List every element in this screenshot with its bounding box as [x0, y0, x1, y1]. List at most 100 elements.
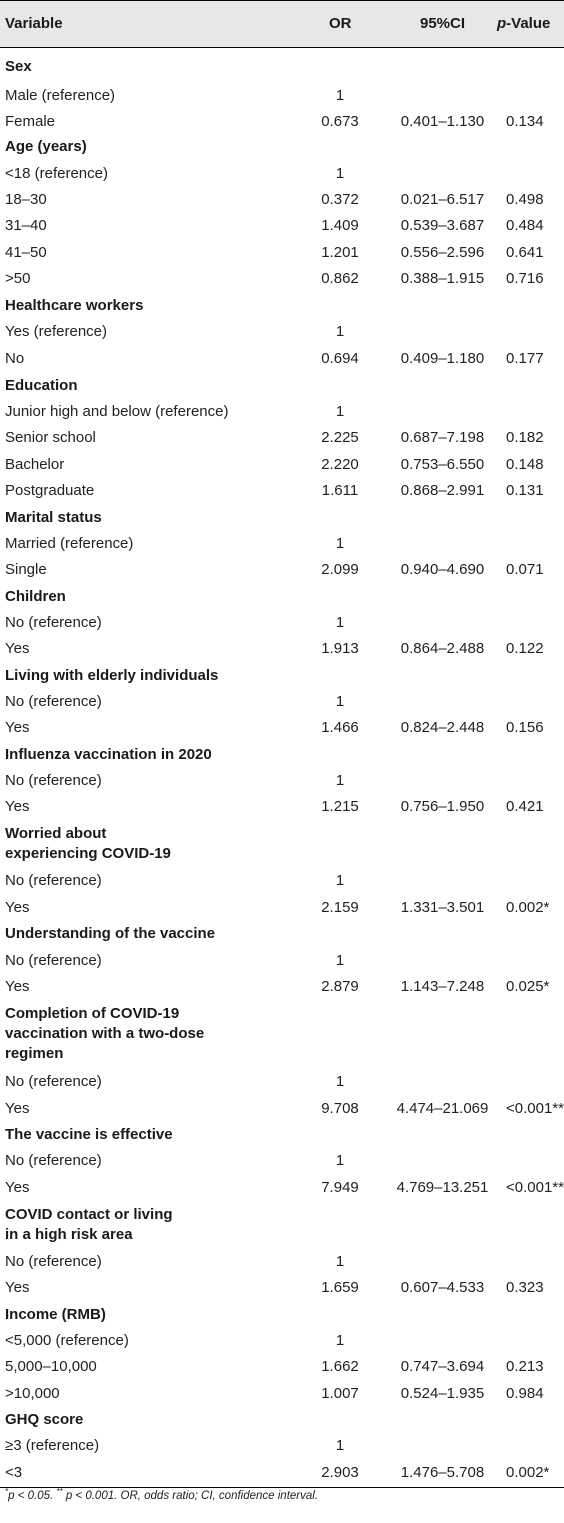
variable-cell: <3 — [5, 1464, 23, 1481]
or-cell: 7.949 — [321, 1179, 359, 1196]
variable-cell: Marital status — [5, 509, 102, 526]
or-cell: 1 — [335, 87, 345, 104]
variable-cell: 18–30 — [5, 191, 47, 208]
ci-cell: 0.388–1.915 — [400, 270, 485, 287]
ci-cell: 0.747–3.694 — [400, 1358, 485, 1375]
table-bottom-rule — [0, 1487, 564, 1488]
or-cell: 1 — [335, 323, 345, 340]
or-cell: 1 — [335, 1437, 345, 1454]
or-cell: 2.903 — [321, 1464, 359, 1481]
p-value-cell: 0.071 — [506, 561, 544, 578]
p-value-cell: <0.001** — [506, 1100, 564, 1117]
variable-cell: Yes — [5, 640, 30, 657]
variable-cell: Income (RMB) — [5, 1306, 106, 1323]
variable-cell: ≥3 (reference) — [5, 1437, 100, 1454]
or-cell: 1.201 — [321, 244, 359, 261]
variable-cell: 31–40 — [5, 217, 47, 234]
variable-cell: No (reference) — [5, 872, 102, 889]
ci-cell: 0.864–2.488 — [400, 640, 485, 657]
footnote-star-1: * — [5, 1487, 9, 1497]
variable-cell: Yes — [5, 798, 30, 815]
variable-cell: Yes — [5, 1179, 30, 1196]
p-value-cell: 0.984 — [506, 1385, 544, 1402]
or-cell: 1 — [335, 872, 345, 889]
header-p-suffix: -Value — [506, 15, 551, 32]
ci-cell: 0.539–3.687 — [400, 217, 485, 234]
header-p-value: p-Value — [497, 15, 550, 32]
ci-cell: 0.401–1.130 — [400, 113, 485, 130]
or-cell: 1.611 — [321, 482, 359, 499]
or-cell: 9.708 — [321, 1100, 359, 1117]
variable-cell: No (reference) — [5, 693, 102, 710]
or-cell: 1 — [335, 165, 345, 182]
table-footnote: *p < 0.05. ** p < 0.001. OR, odds ratio;… — [5, 1487, 319, 1502]
or-cell: 2.159 — [321, 899, 359, 916]
p-value-cell: 0.323 — [506, 1279, 544, 1296]
variable-cell: 5,000–10,000 — [5, 1358, 97, 1375]
variable-cell: Age (years) — [5, 138, 87, 155]
variable-cell: Yes — [5, 978, 30, 995]
p-value-cell: 0.002* — [506, 899, 550, 916]
p-value-cell: <0.001** — [506, 1179, 564, 1196]
or-cell: 2.225 — [321, 429, 359, 446]
ci-cell: 0.940–4.690 — [400, 561, 485, 578]
p-value-cell: 0.213 — [506, 1358, 544, 1375]
ci-cell: 0.021–6.517 — [400, 191, 485, 208]
variable-cell: No (reference) — [5, 1253, 102, 1270]
variable-cell: Female — [5, 113, 56, 130]
variable-cell: GHQ score — [5, 1411, 84, 1428]
variable-cell: Married (reference) — [5, 535, 134, 552]
ci-cell: 0.607–4.533 — [400, 1279, 485, 1296]
or-cell: 1 — [335, 1152, 345, 1169]
variable-cell: <18 (reference) — [5, 165, 108, 182]
p-value-cell: 0.484 — [506, 217, 544, 234]
or-cell: 1.913 — [321, 640, 359, 657]
or-cell: 1 — [335, 403, 345, 420]
variable-cell: >10,000 — [5, 1385, 60, 1402]
header-or: OR — [329, 15, 352, 32]
variable-cell: Senior school — [5, 429, 96, 446]
variable-cell: No (reference) — [5, 1073, 102, 1090]
footnote-star-2: ** — [56, 1487, 63, 1497]
ci-cell: 0.868–2.991 — [400, 482, 485, 499]
or-cell: 2.220 — [321, 456, 359, 473]
variable-cell: <5,000 (reference) — [5, 1332, 129, 1349]
or-cell: 1.007 — [321, 1385, 359, 1402]
ci-cell: 0.824–2.448 — [400, 719, 485, 736]
ci-cell: 0.756–1.950 — [400, 798, 485, 815]
variable-cell: Worried about — [5, 825, 107, 842]
or-cell: 1.409 — [321, 217, 359, 234]
p-value-cell: 0.148 — [506, 456, 544, 473]
variable-cell: Understanding of the vaccine — [5, 925, 216, 942]
p-value-cell: 0.002* — [506, 1464, 550, 1481]
ci-cell: 1.331–3.501 — [400, 899, 485, 916]
variable-cell: in a high risk area — [5, 1226, 133, 1243]
p-value-cell: 0.498 — [506, 191, 544, 208]
or-cell: 2.099 — [321, 561, 359, 578]
or-cell: 0.862 — [321, 270, 359, 287]
p-value-cell: 0.641 — [506, 244, 544, 261]
variable-cell: experiencing COVID-19 — [5, 845, 171, 862]
or-cell: 1 — [335, 772, 345, 789]
or-cell: 1 — [335, 1253, 345, 1270]
ci-cell: 1.476–5.708 — [400, 1464, 485, 1481]
variable-cell: Postgraduate — [5, 482, 95, 499]
or-cell: 1 — [335, 614, 345, 631]
variable-cell: No (reference) — [5, 772, 102, 789]
or-cell: 1 — [335, 535, 345, 552]
table-header: Variable OR 95%CI p-Value — [0, 0, 564, 48]
variable-cell: Completion of COVID-19 — [5, 1005, 180, 1022]
footnote-text-2: p < 0.001. OR, odds ratio; CI, confidenc… — [62, 1490, 319, 1502]
variable-cell: vaccination with a two-dose — [5, 1025, 205, 1042]
p-value-cell: 0.131 — [506, 482, 544, 499]
or-cell: 1 — [335, 693, 345, 710]
variable-cell: Bachelor — [5, 456, 65, 473]
variable-cell: Male (reference) — [5, 87, 116, 104]
or-cell: 2.879 — [321, 978, 359, 995]
variable-cell: Children — [5, 588, 66, 605]
ci-cell: 0.556–2.596 — [400, 244, 485, 261]
variable-cell: Junior high and below (reference) — [5, 403, 229, 420]
header-variable: Variable — [5, 15, 63, 32]
ci-cell: 4.769–13.251 — [396, 1179, 489, 1196]
variable-cell: Education — [5, 377, 78, 394]
